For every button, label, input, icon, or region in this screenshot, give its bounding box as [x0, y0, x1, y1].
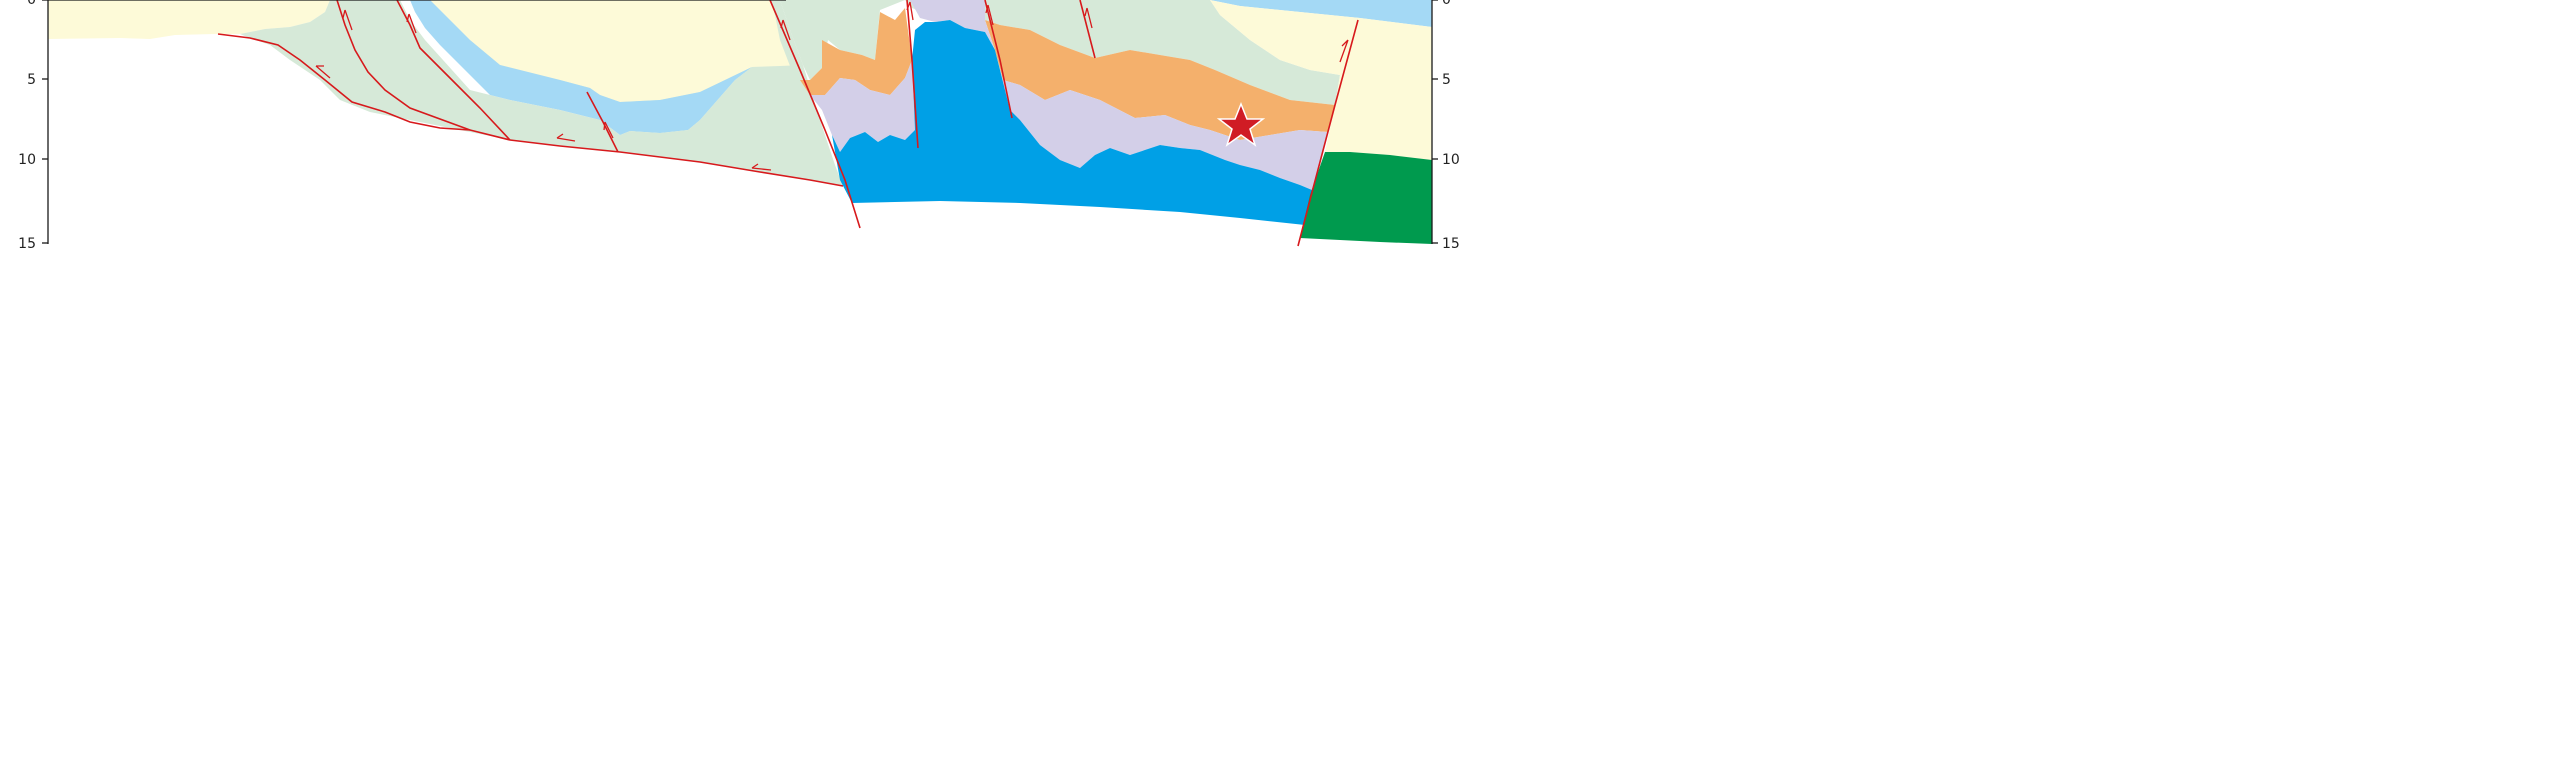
layer-pale-green-slab	[410, 65, 843, 186]
layer-pale-yellow-right	[1210, 0, 1432, 160]
layer-pale-green-right	[780, 0, 1340, 105]
fault-steep-4	[1079, 0, 1096, 59]
arrow-icon	[315, 65, 331, 79]
fault-steep-5	[1297, 19, 1359, 247]
fault-steep-2	[906, 0, 919, 149]
fault-motion-arrows	[315, 1, 1349, 171]
arrow-icon	[342, 9, 353, 31]
right-tick-label-5: 5	[1442, 72, 1451, 88]
right-depth-axis: 0 5 10 15	[1431, 0, 1460, 252]
left-depth-axis: 0 5 10 15	[18, 0, 786, 252]
right-tick-label-0: 0	[1442, 0, 1451, 8]
layer-dark-green	[1300, 152, 1432, 244]
strata-layers	[48, 0, 1432, 244]
arrow-icon	[406, 13, 417, 34]
arrow-icon	[603, 121, 614, 139]
geologic-cross-section: 0 5 10 15 0 5 10 15	[18, 0, 1460, 252]
arrow-icon	[906, 1, 914, 21]
layer-bright-blue	[832, 20, 1312, 225]
left-tick-label-0: 0	[27, 0, 36, 8]
fault-thrust-3	[586, 91, 619, 153]
fault-steep-1	[769, 0, 861, 229]
fault-thrust-1	[336, 0, 471, 131]
layer-pale-yellow-left	[48, 0, 330, 39]
fault-steep-3	[984, 0, 1013, 119]
layer-pale-yellow-basin	[430, 0, 790, 102]
fault-basal-detachment	[217, 33, 844, 187]
arrow-icon	[1084, 7, 1093, 29]
star-marker	[1216, 101, 1266, 147]
right-tick-label-15: 15	[1442, 236, 1460, 252]
left-tick-label-5: 5	[27, 72, 36, 88]
layer-light-blue-right	[1210, 0, 1432, 27]
arrow-icon	[780, 19, 791, 41]
left-tick-label-10: 10	[18, 152, 36, 168]
arrow-icon	[556, 133, 576, 142]
fault-lines	[217, 0, 1359, 247]
arrow-icon	[751, 163, 772, 171]
layer-orange	[800, 8, 1335, 140]
arrow-icon	[985, 4, 994, 26]
left-tick-label-15: 15	[18, 236, 36, 252]
layer-lavender	[803, 0, 1328, 190]
right-tick-label-10: 10	[1442, 152, 1460, 168]
arrow-icon	[1339, 39, 1349, 63]
star-icon	[1216, 101, 1266, 147]
layer-light-blue-basin	[410, 0, 752, 135]
